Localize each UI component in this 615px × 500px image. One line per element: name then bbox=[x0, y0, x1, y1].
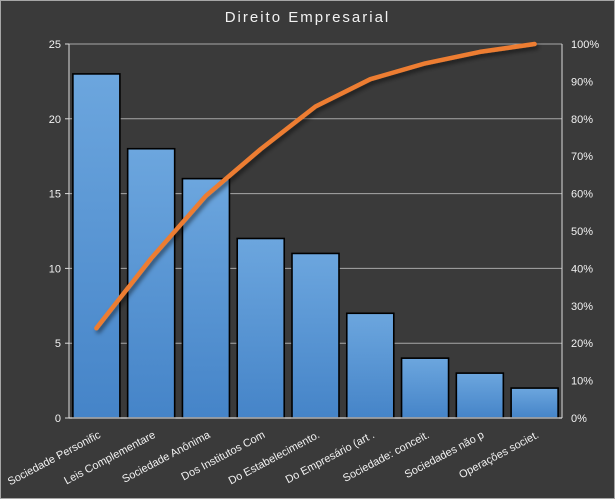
left-axis-tick-label: 10 bbox=[49, 263, 61, 275]
right-axis-tick-label: 0% bbox=[571, 413, 587, 425]
cumulative-line bbox=[94, 41, 537, 331]
right-axis-tick-label: 60% bbox=[571, 189, 593, 201]
right-axis-tick-label: 40% bbox=[571, 263, 593, 275]
bar bbox=[291, 252, 340, 419]
right-axis-tick-label: 20% bbox=[571, 338, 593, 350]
right-axis-tick-label: 90% bbox=[571, 76, 593, 88]
x-axis-category-label: Do Empresário (art . bbox=[284, 429, 377, 486]
left-axis-tick-label: 15 bbox=[49, 189, 61, 201]
x-axis-category-label: Do Estabelecimento. bbox=[227, 429, 322, 487]
bar bbox=[181, 177, 231, 419]
x-axis-category-label: Sociedade Personific bbox=[6, 429, 103, 488]
right-axis-tick-label: 80% bbox=[571, 114, 593, 126]
bar bbox=[345, 312, 395, 419]
bar bbox=[510, 387, 559, 419]
right-axis-tick-label: 100% bbox=[571, 39, 599, 51]
bar bbox=[236, 237, 286, 419]
bar bbox=[72, 73, 121, 419]
x-axis-category-label: Leis Complementare bbox=[62, 429, 157, 487]
left-axis-tick-label: 20 bbox=[49, 114, 61, 126]
bar bbox=[455, 372, 505, 419]
right-axis-tick-label: 10% bbox=[571, 376, 593, 388]
left-axis-tick-label: 25 bbox=[49, 39, 61, 51]
right-axis-tick-label: 70% bbox=[571, 151, 593, 163]
left-axis-tick-label: 5 bbox=[55, 338, 61, 350]
bar bbox=[126, 147, 176, 419]
x-axis-category-label: Sociedade Anônima bbox=[120, 429, 213, 486]
left-axis-tick-label: 0 bbox=[55, 413, 61, 425]
bar bbox=[400, 357, 450, 419]
right-axis-tick-label: 30% bbox=[571, 301, 593, 313]
right-axis-tick-label: 50% bbox=[571, 226, 593, 238]
